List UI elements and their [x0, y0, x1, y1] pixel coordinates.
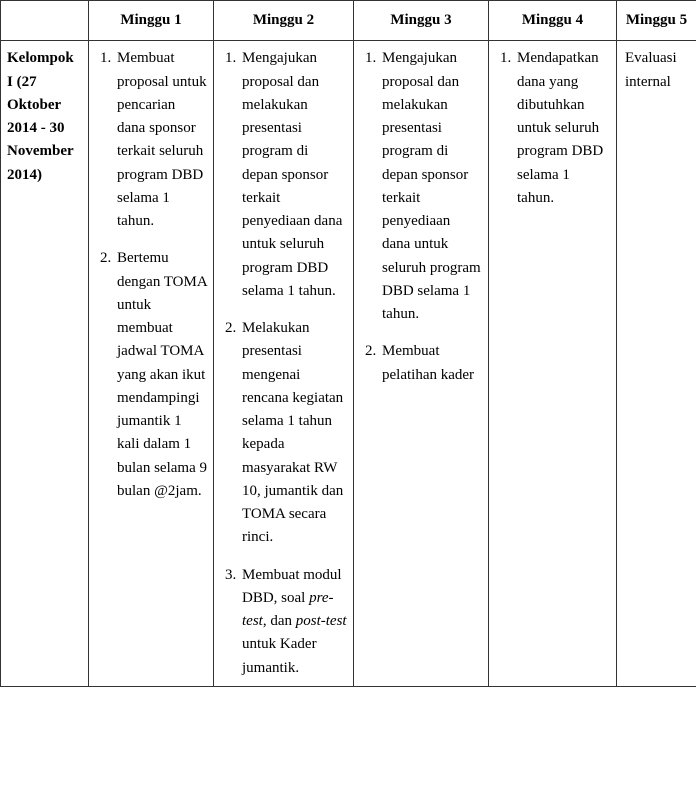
schedule-table: Minggu 1 Minggu 2 Minggu 3 Minggu 4 Ming…: [0, 0, 696, 687]
header-week4: Minggu 4: [489, 1, 617, 41]
group-label: Kelompok I (27 Oktober 2014 - 30 Novembe…: [1, 41, 89, 687]
week3-cell: Mengajukan proposal dan melakukan presen…: [354, 41, 489, 687]
header-week2: Minggu 2: [214, 1, 354, 41]
week2-list: Mengajukan proposal dan melakukan presen…: [220, 47, 347, 680]
week4-cell: Mendapatkan dana yang dibutuhkan untuk s…: [489, 41, 617, 687]
header-row: Minggu 1 Minggu 2 Minggu 3 Minggu 4 Ming…: [1, 1, 696, 41]
week1-list: Membuat proposal untuk pencarian dana sp…: [95, 47, 207, 503]
header-week5: Minggu 5: [617, 1, 696, 41]
list-item: Mengajukan proposal dan melakukan presen…: [240, 47, 347, 303]
week5-cell: Evaluasi internal: [617, 41, 696, 687]
header-empty: [1, 1, 89, 41]
week2-cell: Mengajukan proposal dan melakukan presen…: [214, 41, 354, 687]
list-item: Membuat proposal untuk pencarian dana sp…: [115, 47, 207, 233]
list-item: Membuat pelatihan kader: [380, 340, 482, 387]
table-row: Kelompok I (27 Oktober 2014 - 30 Novembe…: [1, 41, 696, 687]
week1-cell: Membuat proposal untuk pencarian dana sp…: [89, 41, 214, 687]
text: , dan: [263, 613, 296, 629]
text: untuk Kader jumantik.: [242, 636, 317, 675]
list-item: Membuat modul DBD, soal pre-test, dan po…: [240, 564, 347, 680]
header-week3: Minggu 3: [354, 1, 489, 41]
week4-list: Mendapatkan dana yang dibutuhkan untuk s…: [495, 47, 610, 210]
list-item: Melakukan presentasi mengenai rencana ke…: [240, 317, 347, 550]
list-item: Mendapatkan dana yang dibutuhkan untuk s…: [515, 47, 610, 210]
header-week1: Minggu 1: [89, 1, 214, 41]
list-item: Mengajukan proposal dan melakukan presen…: [380, 47, 482, 326]
week3-list: Mengajukan proposal dan melakukan presen…: [360, 47, 482, 387]
italic-text: post-test: [296, 613, 347, 629]
list-item: Bertemu dengan TOMA untuk membuat jadwal…: [115, 247, 207, 503]
